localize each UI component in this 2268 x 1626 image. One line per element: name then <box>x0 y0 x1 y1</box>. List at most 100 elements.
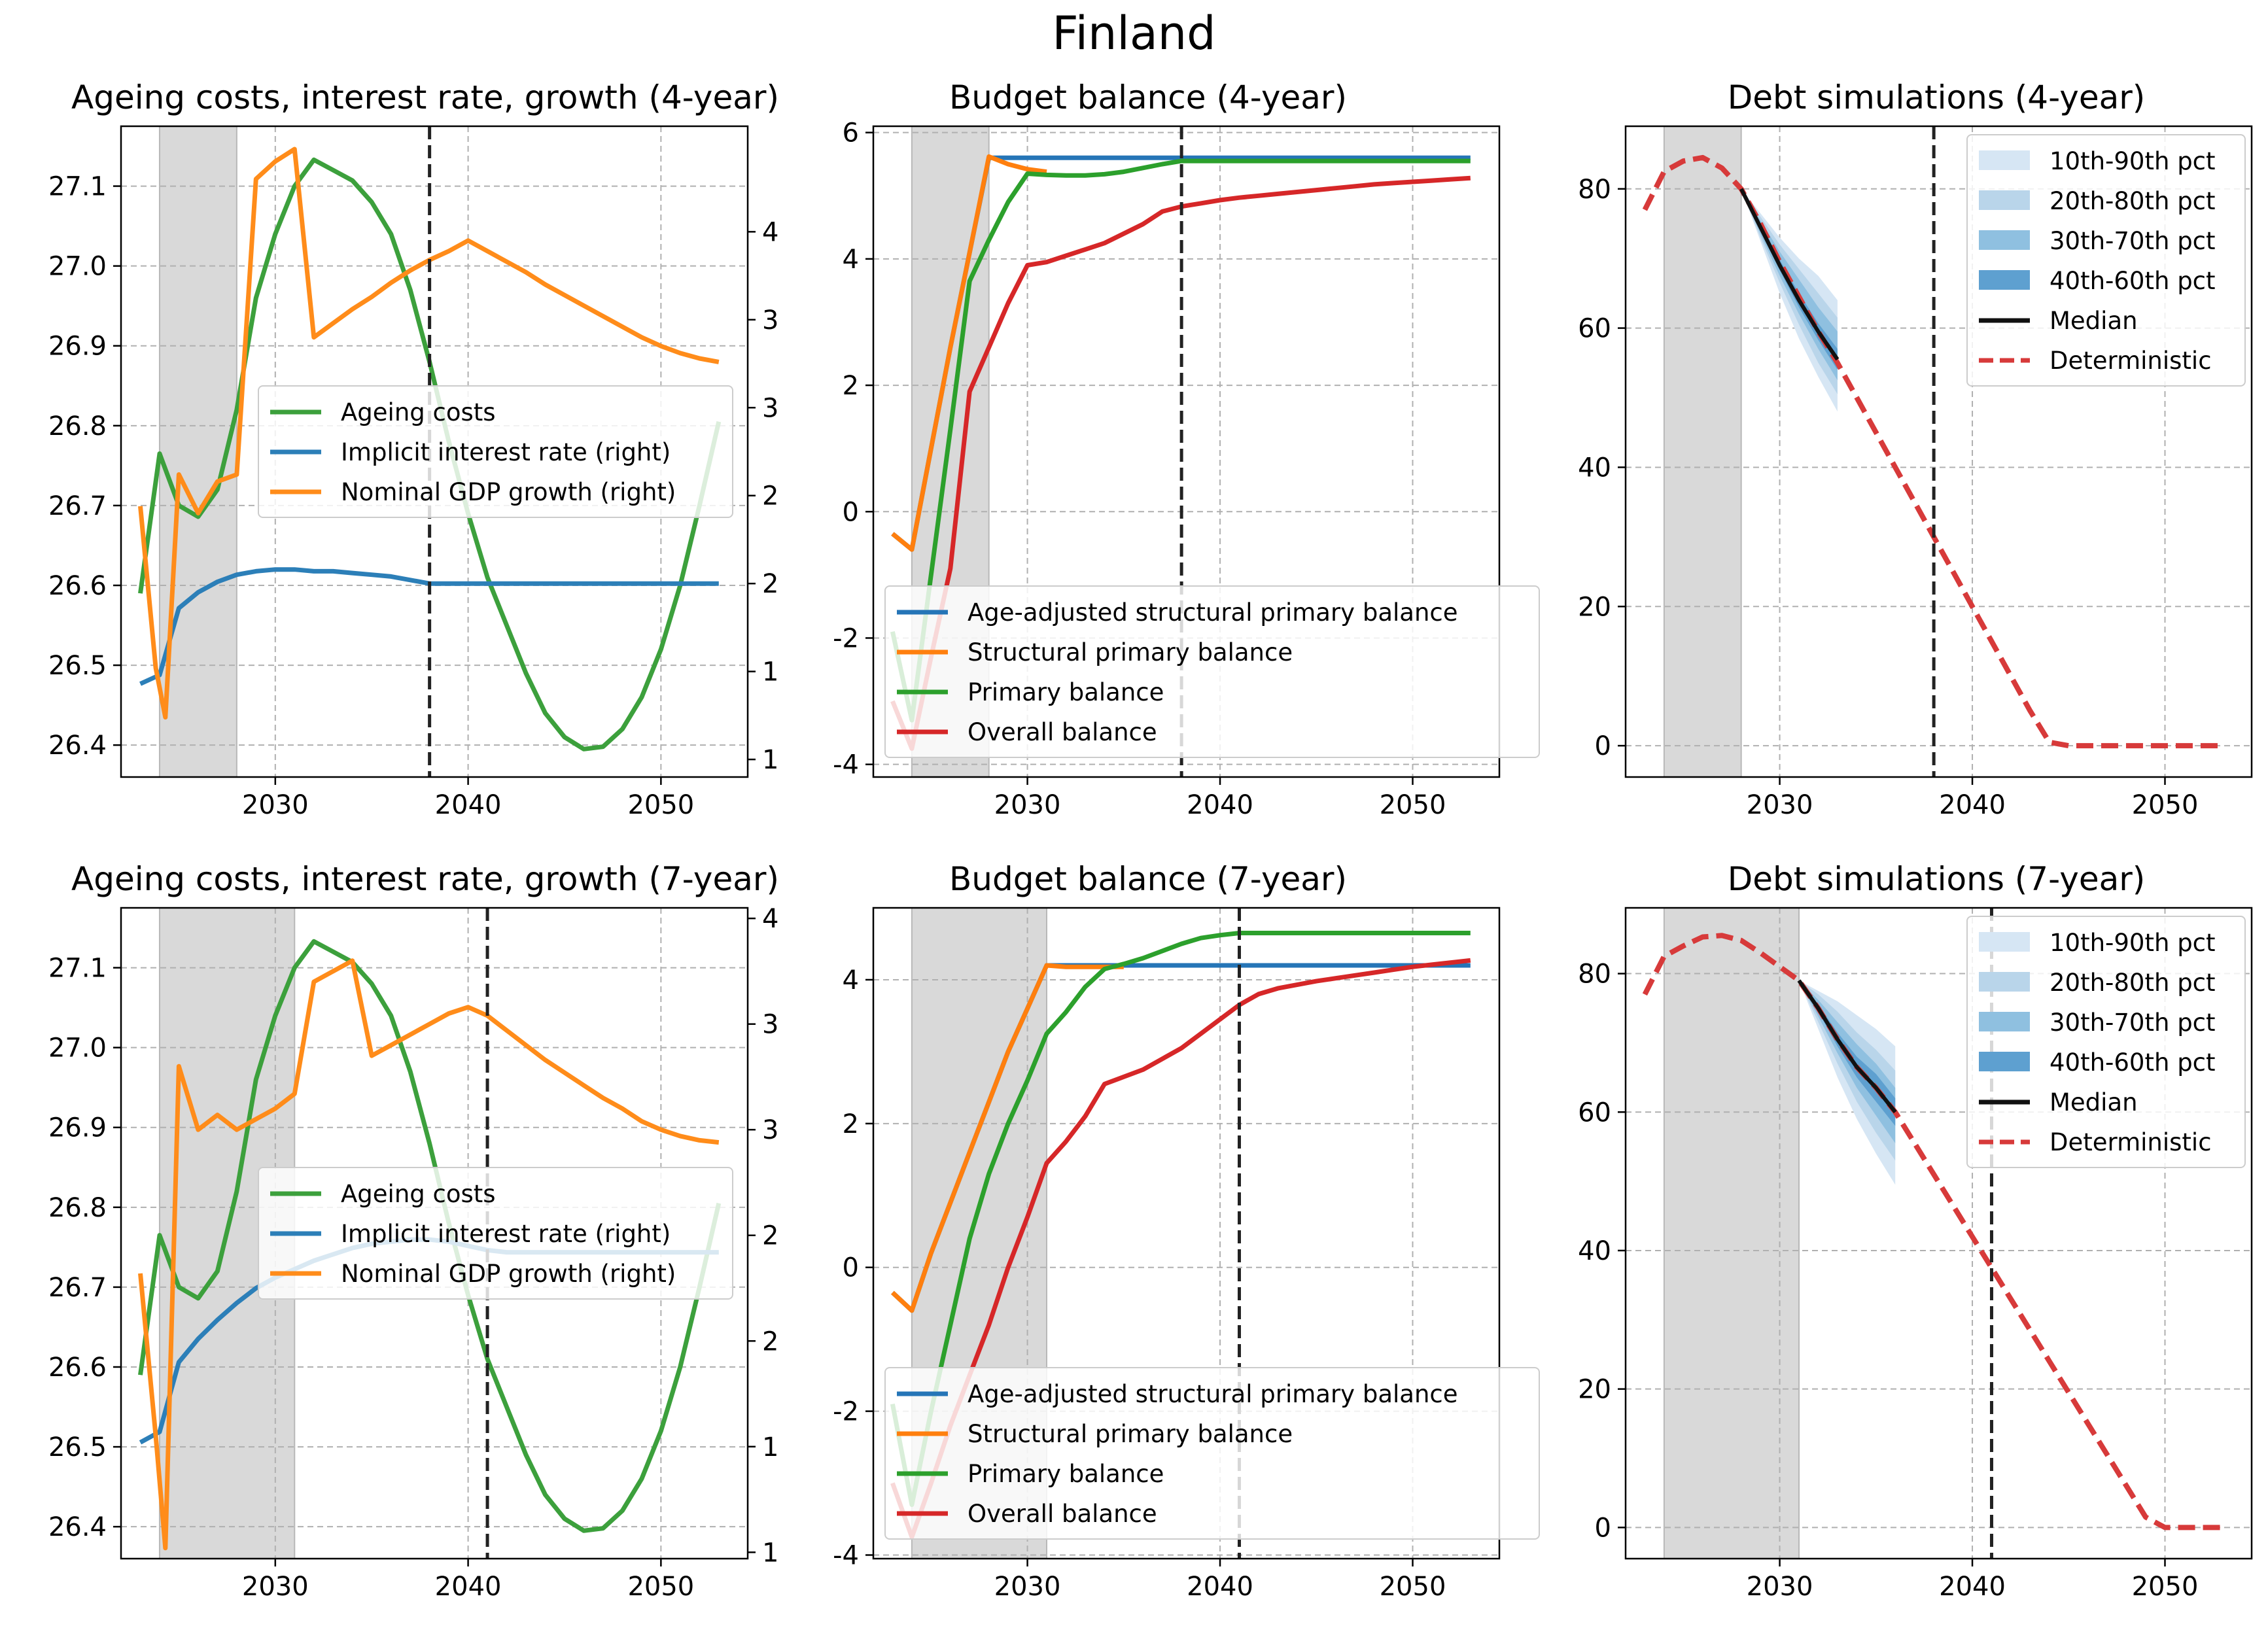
y2-tick-label: 3 <box>762 1010 778 1040</box>
legend-label-structural-primary-balance: Structural primary balance <box>968 1420 1293 1448</box>
legend-swatch-40th-60th-pct <box>1979 270 2030 290</box>
panel-title: Debt simulations (7-year) <box>1728 860 2146 898</box>
legend-label-median: Median <box>2050 307 2138 335</box>
legend: 10th-90th pct 20th-80th pct 30th-70th pct 4… <box>1966 134 2246 387</box>
legend-label-40th-60th-pct: 40th-60th pct <box>2050 1048 2216 1077</box>
x-tick-label: 2050 <box>1380 790 1446 820</box>
y-tick-label: 27.0 <box>48 1033 107 1064</box>
y-tick-label: 40 <box>1578 453 1611 483</box>
y-tick-label: 40 <box>1578 1236 1611 1266</box>
legend-label-10th-90th-pct: 10th-90th pct <box>2050 147 2216 175</box>
y-tick-label: 26.8 <box>48 1193 107 1223</box>
series-line-nominal-gdp-growth-right <box>138 958 720 1551</box>
y-tick-label: 20 <box>1578 1375 1611 1405</box>
axes-frame <box>1624 907 2253 1560</box>
y-tick-label: -4 <box>833 1541 859 1571</box>
legend-box <box>884 1367 1540 1540</box>
legend-label-40th-60th-pct: 40th-60th pct <box>2050 267 2216 295</box>
y-tick-label: 0 <box>1595 731 1611 761</box>
y-tick-label: 27.0 <box>48 252 107 282</box>
axes-frame <box>120 125 749 778</box>
axes-frame <box>872 125 1501 778</box>
x-tick-label: 2030 <box>242 790 309 820</box>
panel-title: Budget balance (7-year) <box>949 860 1347 898</box>
legend: Age-adjusted structural primary balance S… <box>884 1367 1540 1540</box>
series-line-implicit-interest-rate-right <box>139 567 719 686</box>
y-tick-label: 26.6 <box>48 571 107 601</box>
x-tick-label: 2030 <box>994 790 1061 820</box>
panel-title: Ageing costs, interest rate, growth (7-y… <box>71 860 779 898</box>
panel-budget_4: 2030 2040 2050 -4 -2 0 2 4 6 Budget balance (4-ye… <box>833 78 1540 820</box>
series-line-nominal-gdp-growth-right <box>138 147 720 720</box>
x-tick-label: 2030 <box>242 1572 309 1602</box>
y-tick-label: -2 <box>833 623 859 653</box>
series-line-median <box>1797 979 1897 1114</box>
legend-box <box>884 585 1540 758</box>
y-tick-label: 0 <box>843 497 859 527</box>
legend-swatch-30th-70th-pct <box>1979 1012 2030 1031</box>
legend: 10th-90th pct 20th-80th pct 30th-70th pct 4… <box>1966 916 2246 1168</box>
legend: Ageing costs Implicit interest rate (righ… <box>258 1167 733 1300</box>
x-tick-label: 2030 <box>1747 790 1813 820</box>
legend-label-30th-70th-pct: 30th-70th pct <box>2050 1009 2216 1037</box>
legend-box <box>1966 134 2246 387</box>
panel-ageing_4: 2030 2040 2050 26.4 26.5 26.6 26.7 26.8 26.9 27.0… <box>48 78 779 820</box>
adjustment-period-shade <box>1663 126 1742 778</box>
legend-label-ageing-costs: Ageing costs <box>341 1180 496 1208</box>
x-tick-label: 2030 <box>994 1572 1061 1602</box>
legend-label-implicit-interest-rate-right: Implicit interest rate (right) <box>341 1220 671 1248</box>
y-tick-label: 4 <box>843 245 859 275</box>
legend-swatch-20th-80th-pct <box>1979 190 2030 210</box>
series-line-median <box>1739 188 1840 361</box>
legend-label-structural-primary-balance: Structural primary balance <box>968 638 1293 666</box>
legend: Age-adjusted structural primary balance S… <box>884 585 1540 758</box>
y2-tick-label: 4 <box>762 217 778 247</box>
y-tick-label: 26.4 <box>48 1512 107 1542</box>
y-tick-label: 0 <box>843 1253 859 1283</box>
y-tick-label: 26.5 <box>48 651 107 681</box>
y-tick-label: 26.8 <box>48 411 107 441</box>
legend-label-deterministic: Deterministic <box>2050 347 2212 375</box>
legend-label-30th-70th-pct: 30th-70th pct <box>2050 227 2216 255</box>
legend-label-primary-balance: Primary balance <box>968 1460 1164 1488</box>
y-tick-label: 80 <box>1578 175 1611 205</box>
figure-title: Finland <box>1052 7 1216 60</box>
legend-label-age-adjusted-structural-primary-balance: Age-adjusted structural primary balance <box>968 1380 1458 1408</box>
y2-tick-label: 2 <box>762 1326 778 1357</box>
axes-frame <box>872 907 1501 1560</box>
x-tick-label: 2050 <box>2132 790 2199 820</box>
adjustment-period-shade <box>158 126 237 778</box>
y-tick-label: 4 <box>843 965 859 995</box>
series-line-primary-balance <box>890 931 1471 1507</box>
y-tick-label: 0 <box>1595 1513 1611 1543</box>
legend-box <box>258 385 733 518</box>
series-line-deterministic <box>1642 933 2223 1531</box>
fan-band-30th-70th-pct <box>1799 980 1896 1143</box>
x-tick-label: 2050 <box>2132 1572 2199 1602</box>
y2-tick-label: 2 <box>762 569 778 599</box>
legend: Ageing costs Implicit interest rate (righ… <box>258 385 733 518</box>
panel-title: Budget balance (4-year) <box>949 78 1347 116</box>
x-tick-label: 2040 <box>1939 790 2006 820</box>
legend-label-nominal-gdp-growth-right: Nominal GDP growth (right) <box>341 478 676 506</box>
panel-budget_7: 2030 2040 2050 -4 -2 0 2 4 Budget balance (7-yea… <box>833 860 1540 1602</box>
panel-title: Ageing costs, interest rate, growth (4-y… <box>71 78 779 116</box>
axes-frame <box>120 907 749 1560</box>
y2-tick-label: 2 <box>762 1221 778 1251</box>
legend-swatch-10th-90th-pct <box>1979 932 2030 952</box>
plot-area <box>1642 154 2223 749</box>
y-tick-label: 60 <box>1578 314 1611 344</box>
y-tick-label: 2 <box>843 1109 859 1139</box>
panel-ageing_7: 2030 2040 2050 26.4 26.5 26.6 26.7 26.8 26.9 27.0… <box>48 860 779 1602</box>
legend-label-ageing-costs: Ageing costs <box>341 398 496 426</box>
y-tick-label: 27.1 <box>48 172 107 202</box>
y-tick-label: 6 <box>843 118 859 148</box>
x-tick-label: 2030 <box>1747 1572 1813 1602</box>
legend-box <box>1966 916 2246 1168</box>
x-tick-label: 2050 <box>1380 1572 1446 1602</box>
y-tick-label: -4 <box>833 750 859 780</box>
legend-label-nominal-gdp-growth-right: Nominal GDP growth (right) <box>341 1260 676 1288</box>
x-tick-label: 2040 <box>435 790 502 820</box>
